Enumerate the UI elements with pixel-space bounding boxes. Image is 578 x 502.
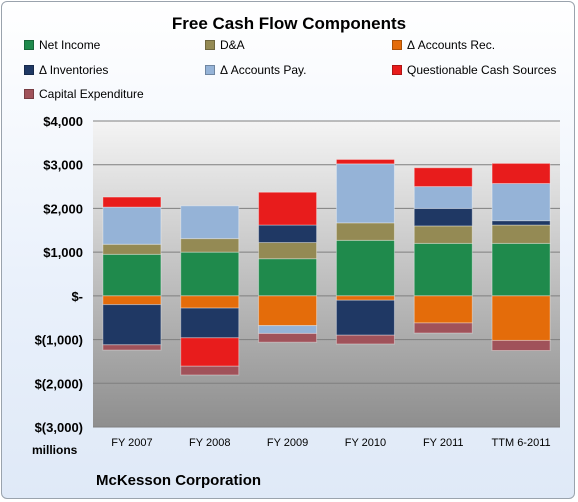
bar-segment-net-income [413,242,473,297]
company-label: McKesson Corporation [96,472,262,489]
bar-segment-accounts-pay [491,183,551,222]
bar-segment-accounts-rec [102,295,162,306]
bar-segment-net-income [335,239,395,297]
bar-segment-accounts-pay [258,325,318,334]
legend-item-net-income: Net Income [24,38,100,52]
bar-segment-capital-expenditure [180,365,240,376]
y-tick-label: $3,000 [43,158,83,173]
chart-title: Free Cash Flow Components [171,14,407,33]
legend-swatch [24,65,34,75]
bar-segment-questionable-cash-sources [180,337,240,367]
bar-segment-capital-expenditure [102,344,162,351]
legend-swatch [24,40,34,50]
bar-segment-d-a [335,222,395,241]
legend-label: Capital Expenditure [39,87,144,101]
bar-segment-accounts-rec [258,295,318,327]
x-tick-label: FY 2007 [111,437,152,449]
legend-label: Δ Accounts Pay. [220,63,307,77]
x-tick-labels: FY 2007 FY 2008 FY 2009 FY 2010 FY 2011 TTM 6… [111,437,550,449]
plot-area [93,121,560,427]
y-tick-label: $(2,000) [35,376,83,391]
bar-segment-inventories [335,299,395,336]
x-tick-label: FY 2008 [189,437,230,449]
bar-segment-accounts-rec [491,295,551,341]
x-tick-label: FY 2010 [345,437,386,449]
bar-segment-accounts-pay [180,205,240,240]
bar-segment-d-a [258,242,318,260]
legend-label: Net Income [39,38,101,52]
bar-segment-d-a [102,243,162,255]
legend-label: Δ Accounts Rec. [407,38,496,52]
bar-segment-inventories [102,304,162,346]
legend-item-accounts-rec: Δ Accounts Rec. [392,38,495,52]
bar-segment-net-income [491,242,551,297]
bar-segment-accounts-rec [335,295,395,301]
bar-segment-capital-expenditure [491,339,551,351]
bar-segment-net-income [180,251,240,297]
legend-item-capital-expenditure: Capital Expenditure [24,87,144,101]
y-axis-units-label: millions [32,443,78,457]
bar-segment-capital-expenditure [258,332,318,343]
bar-segment-net-income [258,258,318,297]
legend-swatch [205,65,215,75]
x-tick-label: FY 2011 [423,437,464,449]
gridlines [93,120,560,428]
bar-segment-capital-expenditure [335,334,395,345]
bar-segment-questionable-cash-sources [335,158,395,165]
bar-segment-inventories [413,207,473,227]
legend-swatch [392,65,402,75]
y-tick-label: $1,000 [43,245,83,260]
bar-segment-accounts-rec [180,295,240,309]
legend-item-accounts-pay: Δ Accounts Pay. [205,63,307,77]
bar-segment-inventories [491,220,551,226]
legend-swatch [24,89,34,99]
legend-item-d-a: D&A [205,38,245,52]
bar-segment-accounts-pay [413,186,473,209]
bar-segment-accounts-pay [335,163,395,224]
legend-label: Δ Inventories [39,63,109,77]
legend-swatch [392,40,402,50]
bar-segment-questionable-cash-sources [413,167,473,188]
bar-segment-accounts-pay [102,206,162,245]
bar-segment-capital-expenditure [413,322,473,334]
legend-item-inventories: Δ Inventories [24,63,108,77]
y-tick-label: $(3,000) [35,420,83,435]
y-tick-label: $(1,000) [35,333,83,348]
bar-segment-inventories [258,224,318,244]
bar-segment-questionable-cash-sources [491,162,551,185]
bar-segment-questionable-cash-sources [102,196,162,208]
bar-segment-inventories [180,307,240,339]
y-tick-label: $2,000 [43,201,83,216]
legend-item-questionable-cash-sources: Questionable Cash Sources [392,63,556,77]
x-tick-label: TTM 6-2011 [492,437,551,449]
bar-segment-accounts-rec [413,295,473,324]
bar-segment-questionable-cash-sources [258,191,318,226]
bars [102,158,551,376]
x-tick-label: FY 2009 [267,437,308,449]
y-tick-labels: $4,000 $3,000 $2,000 $1,000 $- $(1,000) $(2,00… [35,114,83,435]
y-tick-label: $4,000 [43,114,83,129]
legend-label: Questionable Cash Sources [407,63,557,77]
bar-segment-d-a [180,238,240,253]
bar-segment-d-a [491,224,551,244]
bar-segment-d-a [413,225,473,244]
legend-label: D&A [220,38,245,52]
bar-segment-net-income [102,253,162,297]
y-tick-label: $- [71,289,83,304]
legend-swatch [205,40,215,50]
